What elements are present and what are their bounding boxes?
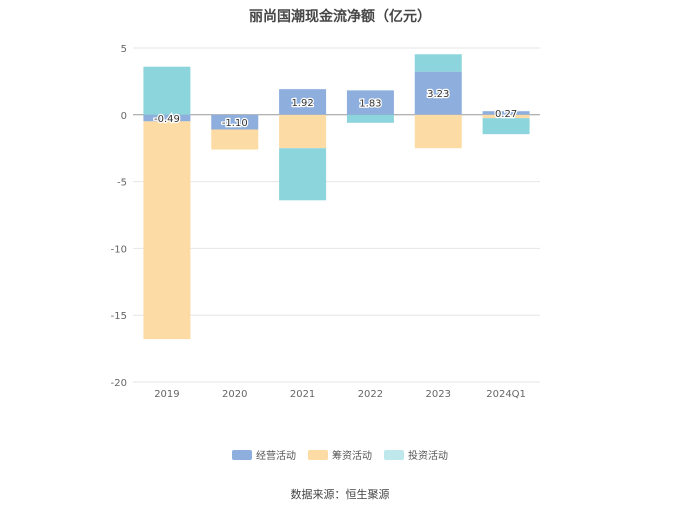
bar-operating-2021 bbox=[279, 89, 327, 115]
y-tick-label: -20 bbox=[111, 378, 127, 389]
bar-financing-2021 bbox=[279, 114, 327, 149]
bar-operating-2022 bbox=[346, 90, 394, 115]
y-tick-label: -10 bbox=[111, 244, 127, 255]
data-label: -1.10 bbox=[222, 118, 248, 129]
bar-investing-2019 bbox=[143, 66, 191, 115]
legend-swatch-operating bbox=[232, 449, 252, 460]
data-label: 0.27 bbox=[495, 109, 517, 120]
legend-label-investing: 投资活动 bbox=[408, 451, 448, 462]
bar-operating-2024Q1 bbox=[482, 111, 530, 115]
bar-investing-2021 bbox=[279, 148, 327, 201]
legend-item-operating[interactable]: 经营活动 bbox=[232, 447, 296, 462]
legend-swatch-financing bbox=[308, 449, 328, 460]
bar-operating-2019 bbox=[143, 114, 191, 122]
y-tick-label: 0 bbox=[121, 111, 127, 122]
bar-investing-2024Q1 bbox=[482, 118, 530, 135]
bar-investing-2022 bbox=[346, 114, 394, 123]
bar-financing-2019 bbox=[143, 121, 191, 340]
x-tick-label: 2020 bbox=[222, 389, 247, 400]
data-label: 1.92 bbox=[291, 98, 313, 109]
chart-plot: 5 0 -5 -10 -15 -20 2019 -0.49 2020 -1.10 2021 1.92 2… bbox=[111, 44, 540, 400]
y-tick-label: -15 bbox=[111, 311, 127, 322]
x-tick-label: 2024Q1 bbox=[486, 389, 526, 400]
data-label: -0.49 bbox=[154, 114, 180, 125]
x-tick-label: 2019 bbox=[154, 389, 179, 400]
bar-operating-2023 bbox=[414, 71, 462, 115]
x-tick-label: 2022 bbox=[358, 389, 383, 400]
x-tick-label: 2021 bbox=[290, 389, 315, 400]
legend-item-investing[interactable]: 投资活动 bbox=[384, 447, 448, 462]
data-label: 3.23 bbox=[427, 89, 449, 100]
x-tick-label: 2023 bbox=[426, 389, 451, 400]
legend: 经营活动 筹资活动 投资活动 bbox=[0, 447, 680, 462]
bar-financing-2024Q1 bbox=[482, 114, 530, 119]
bar-financing-2023 bbox=[414, 114, 462, 149]
legend-swatch-investing bbox=[384, 449, 404, 460]
y-tick-label: -5 bbox=[117, 178, 127, 189]
y-tick-label: 5 bbox=[121, 44, 127, 55]
bar-operating-2020 bbox=[211, 114, 259, 130]
bar-financing-2020 bbox=[211, 129, 259, 150]
bar-investing-2023 bbox=[414, 54, 462, 72]
legend-label-operating: 经营活动 bbox=[256, 451, 296, 462]
legend-item-financing[interactable]: 筹资活动 bbox=[308, 447, 372, 462]
chart-title: 丽尚国潮现金流净额（亿元） bbox=[249, 9, 431, 25]
data-label: 1.83 bbox=[359, 99, 381, 110]
data-source: 数据来源：恒生聚源 bbox=[290, 488, 390, 501]
legend-label-financing: 筹资活动 bbox=[332, 451, 372, 462]
